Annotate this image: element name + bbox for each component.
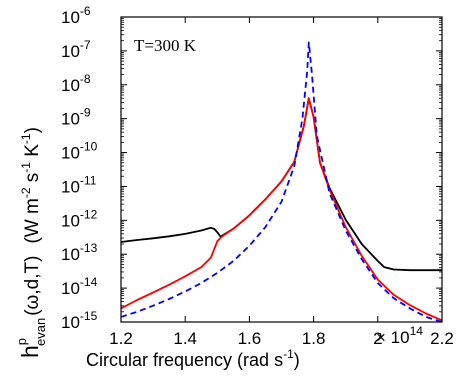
blue-dashed-curve <box>121 41 442 322</box>
y-tick-label: 10-14 <box>61 275 98 298</box>
x-axis-label-close: ) <box>294 350 300 370</box>
labels-layer: 1.2 1.4 1.6 1.8 2 2.2 10-15 10-14 10-13 10-12 10-1… <box>61 4 454 348</box>
x-tick-label: 1.2 <box>109 329 133 348</box>
x-tick-label: 1.8 <box>302 329 326 348</box>
y-label-arguments: (ω,d,T) <box>22 256 43 316</box>
y-label-superscript: p <box>14 338 29 345</box>
y-label-unit-open: (W m <box>22 198 43 243</box>
x-axis-label-main: Circular frequency (rad s <box>86 350 283 370</box>
x-tick-label: 2.2 <box>430 329 454 348</box>
y-tick-label: 10-10 <box>61 140 98 163</box>
y-tick-label: 10-12 <box>61 207 98 230</box>
x-multiplier-exponent: 14 <box>410 324 424 338</box>
x-axis-label: Circular frequency (rad s-1) <box>86 347 300 370</box>
y-label-unit-s-exponent: -1 <box>19 162 33 173</box>
y-label-subscript: evan <box>33 318 48 346</box>
black-curve <box>121 97 442 272</box>
y-label-symbol: h <box>17 345 43 358</box>
x-multiplier-base: × 10 <box>376 328 410 347</box>
red-curve <box>121 97 442 322</box>
temperature-annotation: T=300 K <box>134 36 197 55</box>
y-label-unit-k: K <box>22 144 43 162</box>
x-tick-label: 1.6 <box>238 329 262 348</box>
x-tick-label: 1.4 <box>173 329 197 348</box>
y-tick-label: 10-8 <box>61 72 91 95</box>
y-tick-label: 10-7 <box>61 38 91 61</box>
ticks-layer <box>120 16 443 323</box>
x-multiplier-label: × 1014 <box>376 324 423 347</box>
y-label-unit-close: ) <box>22 127 43 133</box>
y-label-unit-m-exponent: -2 <box>19 187 33 198</box>
plot-frame <box>120 16 443 323</box>
y-label-unit-k-exponent: -1 <box>19 133 33 144</box>
y-axis-label: hp evan(ω,d,T)(W m-2 s-1 K-1) <box>14 127 48 358</box>
y-tick-label: 10-11 <box>61 173 97 196</box>
y-tick-label: 10-13 <box>61 241 98 264</box>
curves-layer <box>121 41 442 322</box>
y-tick-label: 10-9 <box>61 106 91 129</box>
y-tick-label: 10-15 <box>61 309 98 332</box>
x-tick-label: 2 <box>373 329 382 348</box>
y-tick-label: 10-6 <box>61 4 91 27</box>
y-label-unit-s: s <box>22 173 43 188</box>
x-axis-label-exponent: -1 <box>283 347 294 361</box>
